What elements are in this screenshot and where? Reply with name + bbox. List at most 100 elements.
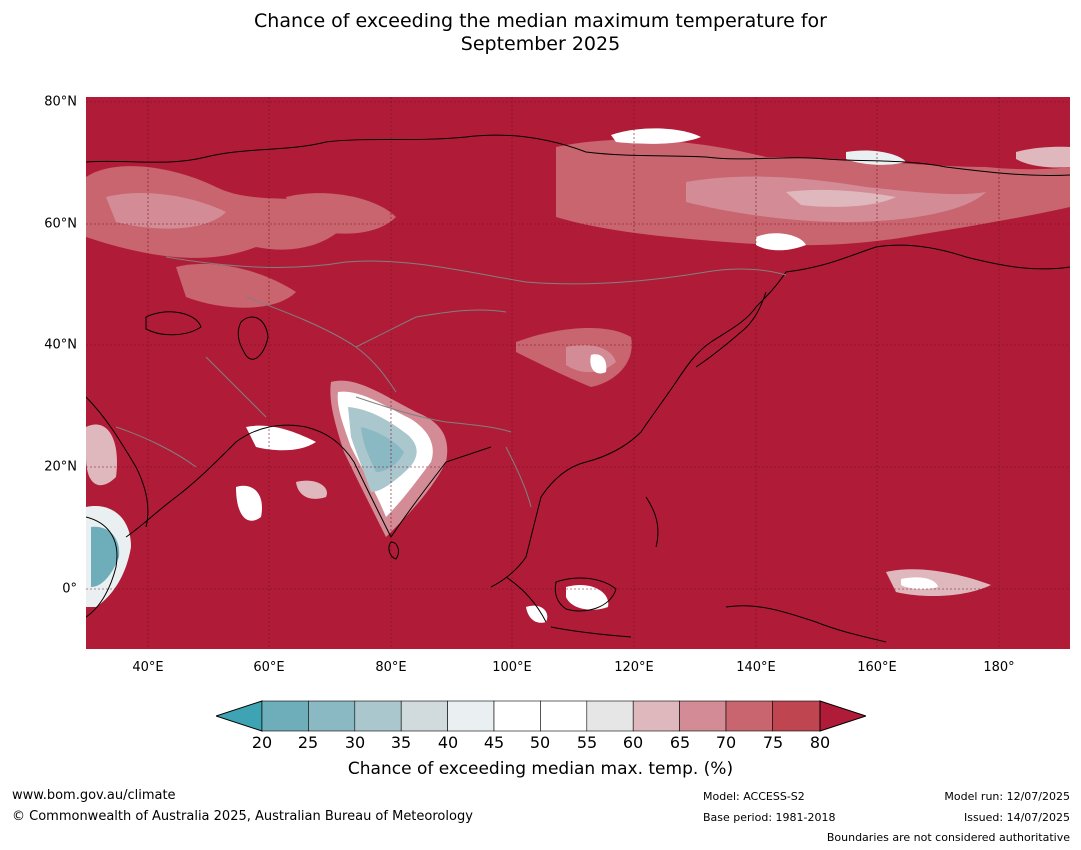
border-indochina	[505, 446, 532, 508]
lon-label-120e: 120°E	[614, 660, 654, 675]
colorbar-bin-30-35	[354, 700, 402, 732]
coastlines	[86, 134, 1070, 643]
lat-label-20n: 20°N	[44, 459, 77, 475]
title-line-2: September 2025	[460, 33, 621, 55]
issued-date: Issued: 14/07/2025	[963, 811, 1070, 824]
colorbar-bin-35-40	[400, 700, 448, 732]
model-name: Model: ACCESS-S2	[703, 790, 805, 803]
colorbar-tick-80: 80	[809, 733, 831, 752]
coast-china-east	[585, 341, 712, 463]
patch-sumatra	[526, 605, 548, 623]
coast-sri-lanka	[388, 541, 399, 560]
colorbar-bin-75-80	[772, 700, 821, 732]
map-canvas	[86, 97, 1070, 649]
map-title: Chance of exceeding the median maximum t…	[0, 10, 1081, 56]
coast-philippines	[645, 496, 659, 548]
patch-west-3	[286, 193, 396, 234]
lon-label-140e: 140°E	[736, 660, 776, 675]
colorbar-bin-45-50	[493, 700, 541, 732]
colorbar-tick-30: 30	[344, 733, 366, 752]
patch-arctic-far-east	[1016, 146, 1070, 168]
patch-pacific-inner	[901, 577, 938, 590]
colorbar-tick-25: 25	[297, 733, 319, 752]
colorbar-tick-50: 50	[529, 733, 551, 752]
graticule	[86, 97, 1070, 649]
colorbar-bin-55-60	[586, 700, 634, 732]
coast-black-sea	[145, 311, 202, 336]
lon-label-80e: 80°E	[375, 660, 407, 675]
lon-label-40e: 40°E	[132, 660, 164, 675]
colorbar-tick-45: 45	[483, 733, 505, 752]
patch-borneo	[566, 584, 609, 610]
patch-siberia-core	[786, 189, 896, 207]
lat-label-80n: 80°N	[44, 94, 77, 110]
patch-arctic	[611, 128, 701, 144]
border-china-west	[355, 309, 507, 348]
coast-arctic	[86, 134, 1070, 176]
probability-map	[86, 97, 1070, 649]
borders	[115, 256, 787, 508]
model-run-date: Model run: 12/07/2025	[944, 790, 1070, 803]
patch-africa-cool	[91, 526, 120, 587]
border-arabia	[115, 426, 197, 468]
title-line-1: Chance of exceeding the median maximum t…	[254, 10, 827, 32]
colorbar-tick-70: 70	[715, 733, 737, 752]
coast-indochina	[490, 461, 587, 588]
patch-arabian-sea-2	[236, 485, 262, 521]
website-link[interactable]: www.bom.gov.au/climate	[12, 788, 176, 803]
colorbar	[216, 700, 866, 732]
coast-caspian	[237, 316, 269, 360]
coast-new-guinea	[725, 605, 887, 643]
patch-arabian-sea	[246, 425, 316, 451]
colorbar-tick-20: 20	[251, 733, 273, 752]
coast-red-sea	[86, 396, 149, 528]
colorbar-tick-65: 65	[669, 733, 691, 752]
patch-kamchatka	[756, 233, 806, 251]
patch-west-inner	[106, 192, 226, 229]
patch-arabian-sea-3	[296, 480, 327, 499]
boundaries-disclaimer: Boundaries are not considered authoritat…	[826, 831, 1070, 844]
coast-pacific-east	[710, 244, 1070, 343]
coast-india-west	[305, 426, 392, 538]
colorbar-label: Chance of exceeding median max. temp. (%…	[347, 759, 734, 779]
colorbar-bin-65-70	[679, 700, 727, 732]
colorbar-tick-60: 60	[622, 733, 644, 752]
colorbar-low-arrow	[216, 700, 263, 732]
coast-borneo	[554, 577, 617, 612]
copyright-text: © Commonwealth of Australia 2025, Austra…	[12, 809, 473, 824]
colorbar-bin-25-30	[308, 700, 356, 732]
colorbar-tick-40: 40	[437, 733, 459, 752]
border-iran	[205, 356, 267, 418]
coast-japan	[695, 291, 767, 368]
lon-label-60e: 60°E	[253, 660, 285, 675]
probability-patches	[86, 128, 1070, 623]
lon-label-100e: 100°E	[492, 660, 532, 675]
patch-arabia	[86, 424, 117, 486]
colorbar-high-arrow	[819, 700, 866, 732]
coast-sumatra	[505, 576, 547, 623]
patch-india-cooler	[361, 427, 404, 472]
lat-label-60n: 60°N	[44, 216, 77, 232]
coast-africa-horn	[86, 516, 118, 618]
lon-label-160e: 160°E	[857, 660, 897, 675]
patch-pacific	[886, 569, 991, 597]
colorbar-bin-70-75	[725, 700, 773, 732]
base-period: Base period: 1981-2018	[703, 811, 836, 824]
colorbar-tick-75: 75	[762, 733, 784, 752]
border-central-asia	[245, 296, 397, 393]
coast-bay-of-bengal	[390, 446, 492, 538]
coast-arabia	[125, 424, 307, 538]
lon-label-180: 180°	[983, 660, 1015, 675]
coast-java	[550, 626, 632, 638]
colorbar-tick-35: 35	[390, 733, 412, 752]
patch-west-2	[176, 263, 296, 308]
colorbar-bin-50-55	[540, 700, 588, 732]
border-himalaya	[355, 396, 512, 433]
colorbar-bin-40-45	[447, 700, 495, 732]
colorbar-bin-20-25	[261, 700, 309, 732]
patch-china-core	[590, 354, 607, 374]
lat-label-0: 0°	[62, 581, 77, 597]
colorbar-tick-55: 55	[576, 733, 598, 752]
colorbar-bin-60-65	[632, 700, 680, 732]
lat-label-40n: 40°N	[44, 337, 77, 353]
